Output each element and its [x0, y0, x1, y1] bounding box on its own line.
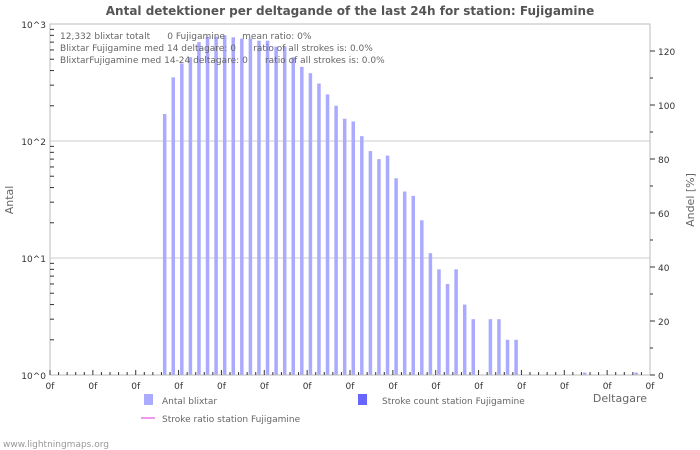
bar [282, 46, 287, 376]
bar [162, 114, 167, 375]
bar [462, 304, 467, 375]
x-tick-label: 0f [88, 382, 98, 392]
x-tick-label: 0f [646, 382, 656, 392]
bar [180, 63, 184, 375]
legend-label-stroke-count: Stroke count station Fujigamine [382, 397, 525, 407]
bar [265, 40, 270, 375]
bar [394, 178, 398, 375]
bar [385, 155, 390, 375]
y2-tick-label: 0 [658, 372, 664, 382]
bar [257, 40, 261, 375]
y-tick-label: 10^1 [21, 255, 46, 265]
y2-tick-label: 80 [658, 156, 670, 166]
bar [420, 220, 424, 375]
info-line-3: BlixtarFujigamine med 14-24 deltagare: 0… [60, 56, 385, 66]
bar [428, 253, 433, 375]
bar [300, 66, 304, 376]
y2-tick-label: 20 [658, 318, 670, 328]
bar [291, 57, 295, 376]
legend-label-antal: Antal blixtar [162, 397, 217, 407]
y-tick-label: 10^2 [21, 138, 46, 148]
bar [171, 77, 175, 375]
y2-tick-label: 120 [658, 48, 675, 58]
x-tick-label: 0f [260, 382, 270, 392]
bar [222, 35, 227, 375]
y-tick-label: 10^3 [21, 21, 46, 31]
x-tick-label: 0f [174, 382, 184, 392]
bar [445, 283, 450, 375]
info-line-1: 12,332 blixtar totalt 0 Fujigamine mean … [60, 32, 312, 42]
footer-credit: www.lightningmaps.org [3, 440, 109, 450]
x-tick-label: 0f [560, 382, 570, 392]
bar [505, 339, 510, 375]
bar [240, 38, 244, 376]
bar [488, 319, 493, 375]
bar [197, 42, 201, 375]
bar [325, 94, 330, 376]
x-tick-label: 0f [46, 382, 56, 392]
legend-label-stroke-ratio: Stroke ratio station Fujigamine [162, 415, 301, 425]
y2-axis-label: Andel [%] [684, 173, 697, 227]
x-tick-label: 0f [517, 382, 527, 392]
y-axis-label: Antal [3, 186, 16, 215]
y2-tick-label: 40 [658, 264, 670, 274]
bar [205, 36, 210, 375]
legend-swatch-antal [144, 394, 153, 405]
x-tick-label: 0f [346, 382, 356, 392]
bar [248, 38, 253, 376]
bar [360, 136, 364, 375]
x-tick-label: 0f [474, 382, 484, 392]
bar [411, 195, 415, 375]
bar [308, 73, 313, 376]
bar [188, 57, 193, 376]
x-tick-label: 0f [431, 382, 441, 392]
bar [377, 159, 381, 375]
bar [402, 191, 407, 375]
bar [317, 83, 321, 375]
y-tick-label: 10^0 [21, 372, 46, 382]
bar [454, 269, 458, 375]
plot-frame [49, 23, 651, 376]
bar [342, 118, 347, 375]
y2-tick-label: 60 [658, 210, 670, 220]
bar [582, 372, 587, 375]
x-tick-label: 0f [303, 382, 313, 392]
bar [634, 372, 638, 375]
y2-tick-label: 100 [658, 102, 675, 112]
bar [497, 319, 501, 375]
bar [214, 36, 218, 375]
x-axis-label: Deltagare [593, 392, 647, 405]
x-tick-label: 0f [388, 382, 398, 392]
legend-swatch-stroke-count [358, 394, 367, 405]
bar [274, 46, 278, 376]
bar [334, 105, 338, 376]
bar [368, 151, 373, 375]
x-tick-label: 0f [217, 382, 227, 392]
x-tick-label: 0f [131, 382, 141, 392]
info-line-2: Blixtar Fujigamine med 14 deltagare: 0 r… [60, 44, 373, 54]
bar [351, 121, 355, 375]
x-tick-label: 0f [603, 382, 613, 392]
bar [514, 339, 518, 375]
chart-title: Antal detektioner per deltagande of the … [106, 4, 594, 18]
bar [471, 319, 475, 375]
bar [437, 269, 441, 375]
bar [231, 37, 235, 376]
